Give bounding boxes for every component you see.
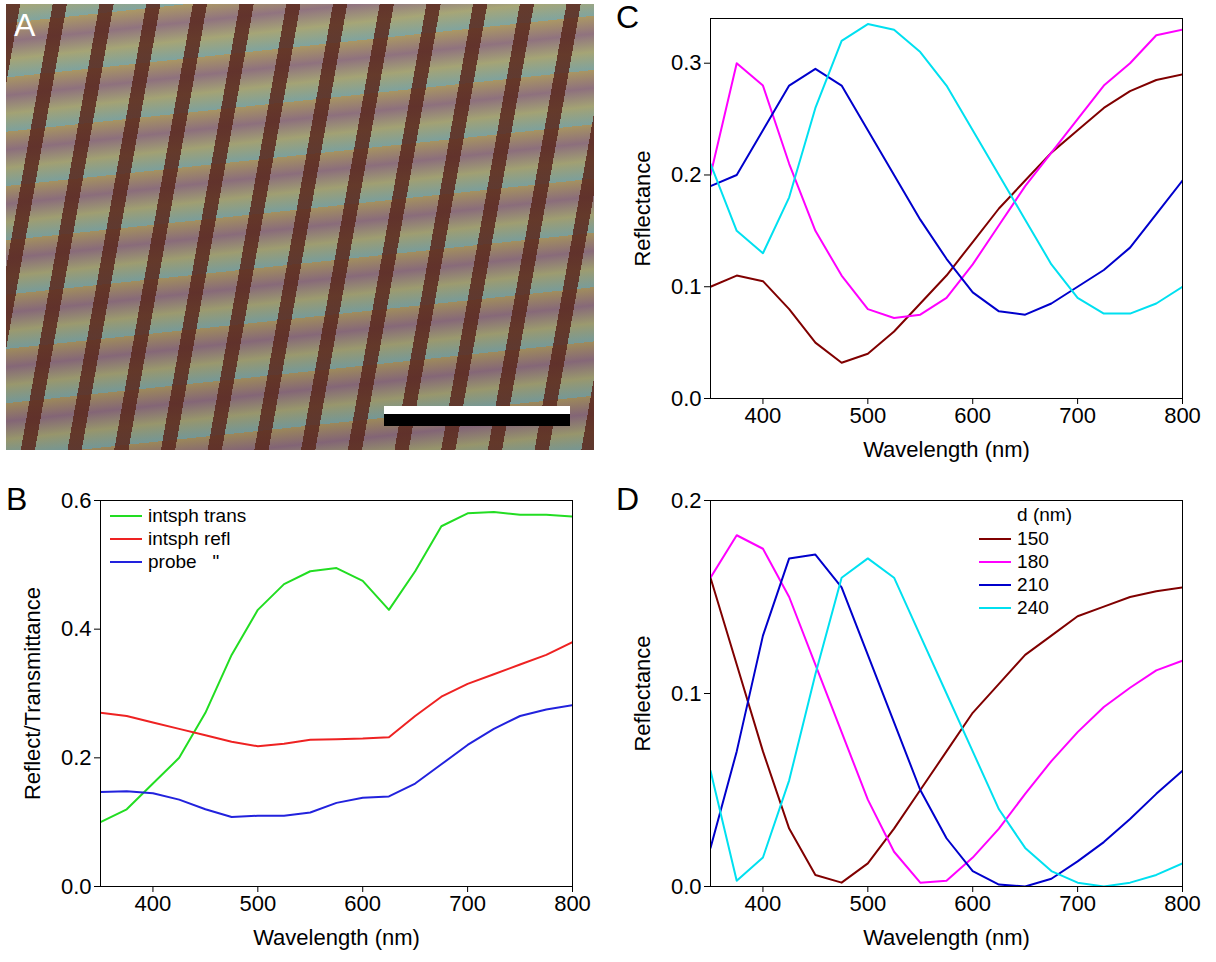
html-text:180: 180 (1017, 550, 1049, 572)
svg-text:0.1: 0.1 (671, 681, 702, 706)
html-text:150: 150 (1017, 527, 1049, 549)
html-text:intsph trans: intsph trans (148, 504, 247, 526)
svg-text:500: 500 (849, 891, 886, 916)
html-text:240: 240 (1017, 596, 1049, 618)
svg-text:700: 700 (1059, 891, 1096, 916)
svg-text:0.6: 0.6 (61, 488, 92, 513)
svg-text:400: 400 (135, 891, 172, 916)
svg-text:Wavelength (nm): Wavelength (nm) (253, 925, 420, 950)
html-text:210: 210 (1017, 573, 1049, 595)
svg-text:Wavelength (nm): Wavelength (nm) (863, 437, 1030, 462)
svg-text:Reflectance: Reflectance (630, 150, 655, 266)
svg-text:0.0: 0.0 (671, 874, 702, 899)
svg-text:0.2: 0.2 (61, 745, 92, 770)
svg-text:0.0: 0.0 (671, 386, 702, 411)
html-text:intsph refl: intsph refl (148, 527, 231, 549)
svg-text:0.0: 0.0 (61, 874, 92, 899)
svg-text:800: 800 (554, 891, 591, 916)
svg-text:400: 400 (745, 403, 782, 428)
svg-text:0.2: 0.2 (671, 488, 702, 513)
svg-text:500: 500 (849, 403, 886, 428)
svg-text:700: 700 (449, 891, 486, 916)
svg-text:0.1: 0.1 (671, 274, 702, 299)
svg-text:600: 600 (344, 891, 381, 916)
svg-text:800: 800 (1164, 403, 1201, 428)
svg-text:Reflect/Transmittance: Reflect/Transmittance (20, 587, 45, 800)
svg-text:0.3: 0.3 (671, 50, 702, 75)
svg-text:500: 500 (239, 891, 276, 916)
html-text:C: C (616, 0, 640, 35)
html-text:D: D (616, 481, 640, 517)
svg-text:Reflectance: Reflectance (630, 635, 655, 751)
html-text:A: A (14, 7, 36, 43)
html-text:d (nm): d (nm) (1017, 504, 1072, 525)
svg-text:600: 600 (954, 891, 991, 916)
svg-text:600: 600 (954, 403, 991, 428)
svg-text:0.2: 0.2 (671, 162, 702, 187)
svg-text:Wavelength (nm): Wavelength (nm) (863, 925, 1030, 950)
svg-text:400: 400 (745, 891, 782, 916)
svg-text:800: 800 (1164, 891, 1201, 916)
svg-text:0.4: 0.4 (61, 616, 92, 641)
svg-text:700: 700 (1059, 403, 1096, 428)
html-text:B: B (6, 481, 28, 517)
html-text:probe ": probe " (148, 550, 220, 572)
